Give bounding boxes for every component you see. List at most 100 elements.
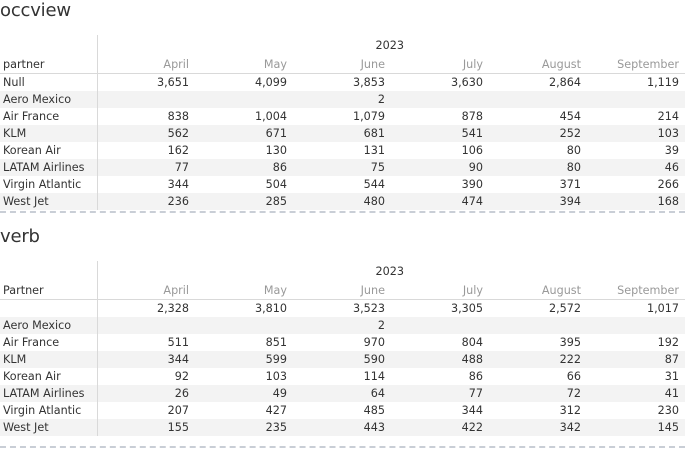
value-cell-june[interactable]: 590	[293, 351, 391, 368]
value-cell-july[interactable]: 90	[391, 159, 489, 176]
value-cell-july[interactable]: 77	[391, 385, 489, 402]
value-cell-august[interactable]	[489, 91, 587, 108]
partner-cell[interactable]: LATAM Airlines	[0, 385, 98, 402]
value-cell-may[interactable]: 3,810	[195, 299, 293, 317]
table-row[interactable]: LATAM Airlines 26 49 64 77 72 41	[0, 385, 685, 402]
partner-cell[interactable]: Null	[0, 73, 98, 91]
value-cell-may[interactable]: 235	[195, 419, 293, 436]
value-cell-september[interactable]: 1,119	[587, 73, 685, 91]
partner-cell[interactable]: Aero Mexico	[0, 317, 98, 334]
month-header-may[interactable]: May	[263, 284, 287, 297]
month-header-august[interactable]: August	[541, 284, 581, 297]
table-row[interactable]: KLM 562 671 681 541 252 103	[0, 125, 685, 142]
table-row[interactable]: KLM 344 599 590 488 222 87	[0, 351, 685, 368]
value-cell-may[interactable]: 4,099	[195, 73, 293, 91]
value-cell-august[interactable]	[489, 317, 587, 334]
value-cell-july[interactable]: 878	[461, 110, 483, 123]
value-cell-june[interactable]: 1,079	[352, 110, 385, 123]
value-cell-july[interactable]: 3,630	[391, 73, 489, 91]
value-cell-july[interactable]	[391, 317, 489, 334]
value-cell-august[interactable]: 342	[489, 419, 587, 436]
value-cell-april[interactable]	[97, 91, 195, 108]
value-cell-august[interactable]: 72	[489, 385, 587, 402]
value-cell-august[interactable]: 394	[489, 193, 587, 210]
month-header-july[interactable]: July	[462, 284, 483, 297]
value-cell-april[interactable]: 155	[97, 419, 195, 436]
value-cell-july[interactable]: 390	[461, 178, 483, 191]
table-row[interactable]: Korean Air 92 103 114 86 66 31	[0, 368, 685, 385]
month-header-july[interactable]: July	[462, 58, 483, 71]
partner-cell[interactable]: Air France	[0, 108, 98, 125]
value-cell-april[interactable]: 236	[97, 193, 195, 210]
value-cell-may[interactable]: 427	[265, 404, 287, 417]
table-row[interactable]: Virgin Atlantic 344 504 544 390 371 266	[0, 176, 685, 193]
value-cell-may[interactable]: 851	[265, 336, 287, 349]
value-cell-july[interactable]	[391, 91, 489, 108]
value-cell-april[interactable]	[97, 317, 195, 334]
value-cell-april[interactable]: 344	[97, 351, 195, 368]
value-cell-september[interactable]: 87	[587, 351, 685, 368]
table-row[interactable]: 2,328 3,810 3,523 3,305 2,572 1,017	[0, 299, 685, 317]
value-cell-may[interactable]	[195, 91, 293, 108]
value-cell-july[interactable]: 474	[391, 193, 489, 210]
partner-cell[interactable]: LATAM Airlines	[0, 159, 98, 176]
partner-cell[interactable]: KLM	[0, 351, 98, 368]
value-cell-september[interactable]: 46	[587, 159, 685, 176]
partner-cell[interactable]: Virgin Atlantic	[0, 402, 98, 419]
value-cell-may[interactable]: 285	[195, 193, 293, 210]
value-cell-july[interactable]: 488	[391, 351, 489, 368]
value-cell-april[interactable]: 3,651	[97, 73, 195, 91]
partner-column-header[interactable]: Partner	[0, 282, 98, 300]
value-cell-june[interactable]: 64	[293, 385, 391, 402]
value-cell-september[interactable]	[587, 317, 685, 334]
value-cell-may[interactable]	[195, 317, 293, 334]
table-row[interactable]: Korean Air 162 130 131 106 80 39	[0, 142, 685, 159]
month-header-august[interactable]: August	[541, 58, 581, 71]
month-header-september[interactable]: September	[617, 284, 680, 297]
partner-cell[interactable]: Aero Mexico	[0, 91, 98, 108]
month-header-june[interactable]: June	[360, 284, 385, 297]
partner-cell[interactable]: Korean Air	[0, 142, 98, 159]
value-cell-may[interactable]: 103	[265, 370, 287, 383]
value-cell-august[interactable]: 454	[559, 110, 581, 123]
value-cell-july[interactable]: 3,305	[391, 299, 489, 317]
value-cell-june[interactable]: 114	[363, 370, 385, 383]
value-cell-august[interactable]: 252	[489, 125, 587, 142]
value-cell-august[interactable]: 2,864	[489, 73, 587, 91]
value-cell-september[interactable]: 192	[657, 336, 680, 349]
value-cell-april[interactable]: 26	[97, 385, 195, 402]
partner-cell[interactable]: Korean Air	[0, 368, 98, 385]
table-row[interactable]: Aero Mexico 2	[0, 91, 685, 108]
value-cell-september[interactable]: 168	[587, 193, 685, 210]
month-header-may[interactable]: May	[263, 58, 287, 71]
value-cell-september[interactable]: 230	[657, 404, 680, 417]
year-header[interactable]: 2023	[375, 39, 404, 52]
value-cell-august[interactable]: 222	[489, 351, 587, 368]
value-cell-august[interactable]: 2,572	[489, 299, 587, 317]
value-cell-june[interactable]: 681	[293, 125, 391, 142]
value-cell-june[interactable]: 443	[293, 419, 391, 436]
value-cell-may[interactable]: 1,004	[254, 110, 287, 123]
value-cell-april[interactable]: 77	[97, 159, 195, 176]
table-row[interactable]: LATAM Airlines 77 86 75 90 80 46	[0, 159, 685, 176]
value-cell-may[interactable]: 130	[265, 144, 287, 157]
value-cell-april[interactable]: 344	[167, 178, 189, 191]
value-cell-september[interactable]: 39	[664, 144, 680, 157]
value-cell-april[interactable]: 2,328	[97, 299, 195, 317]
table-row[interactable]: Aero Mexico 2	[0, 317, 685, 334]
table-row[interactable]: Null 3,651 4,099 3,853 3,630 2,864 1,119	[0, 73, 685, 91]
value-cell-june[interactable]: 131	[363, 144, 385, 157]
month-header-april[interactable]: April	[163, 58, 189, 71]
value-cell-july[interactable]: 344	[461, 404, 483, 417]
value-cell-may[interactable]: 504	[265, 178, 287, 191]
value-cell-august[interactable]: 371	[559, 178, 581, 191]
value-cell-april[interactable]: 92	[174, 370, 189, 383]
value-cell-august[interactable]: 312	[559, 404, 581, 417]
value-cell-september[interactable]: 31	[664, 370, 680, 383]
value-cell-june[interactable]: 485	[363, 404, 385, 417]
value-cell-august[interactable]: 80	[489, 159, 587, 176]
value-cell-september[interactable]: 41	[587, 385, 685, 402]
value-cell-june[interactable]: 544	[363, 178, 385, 191]
value-cell-september[interactable]: 103	[587, 125, 685, 142]
value-cell-may[interactable]: 86	[195, 159, 293, 176]
